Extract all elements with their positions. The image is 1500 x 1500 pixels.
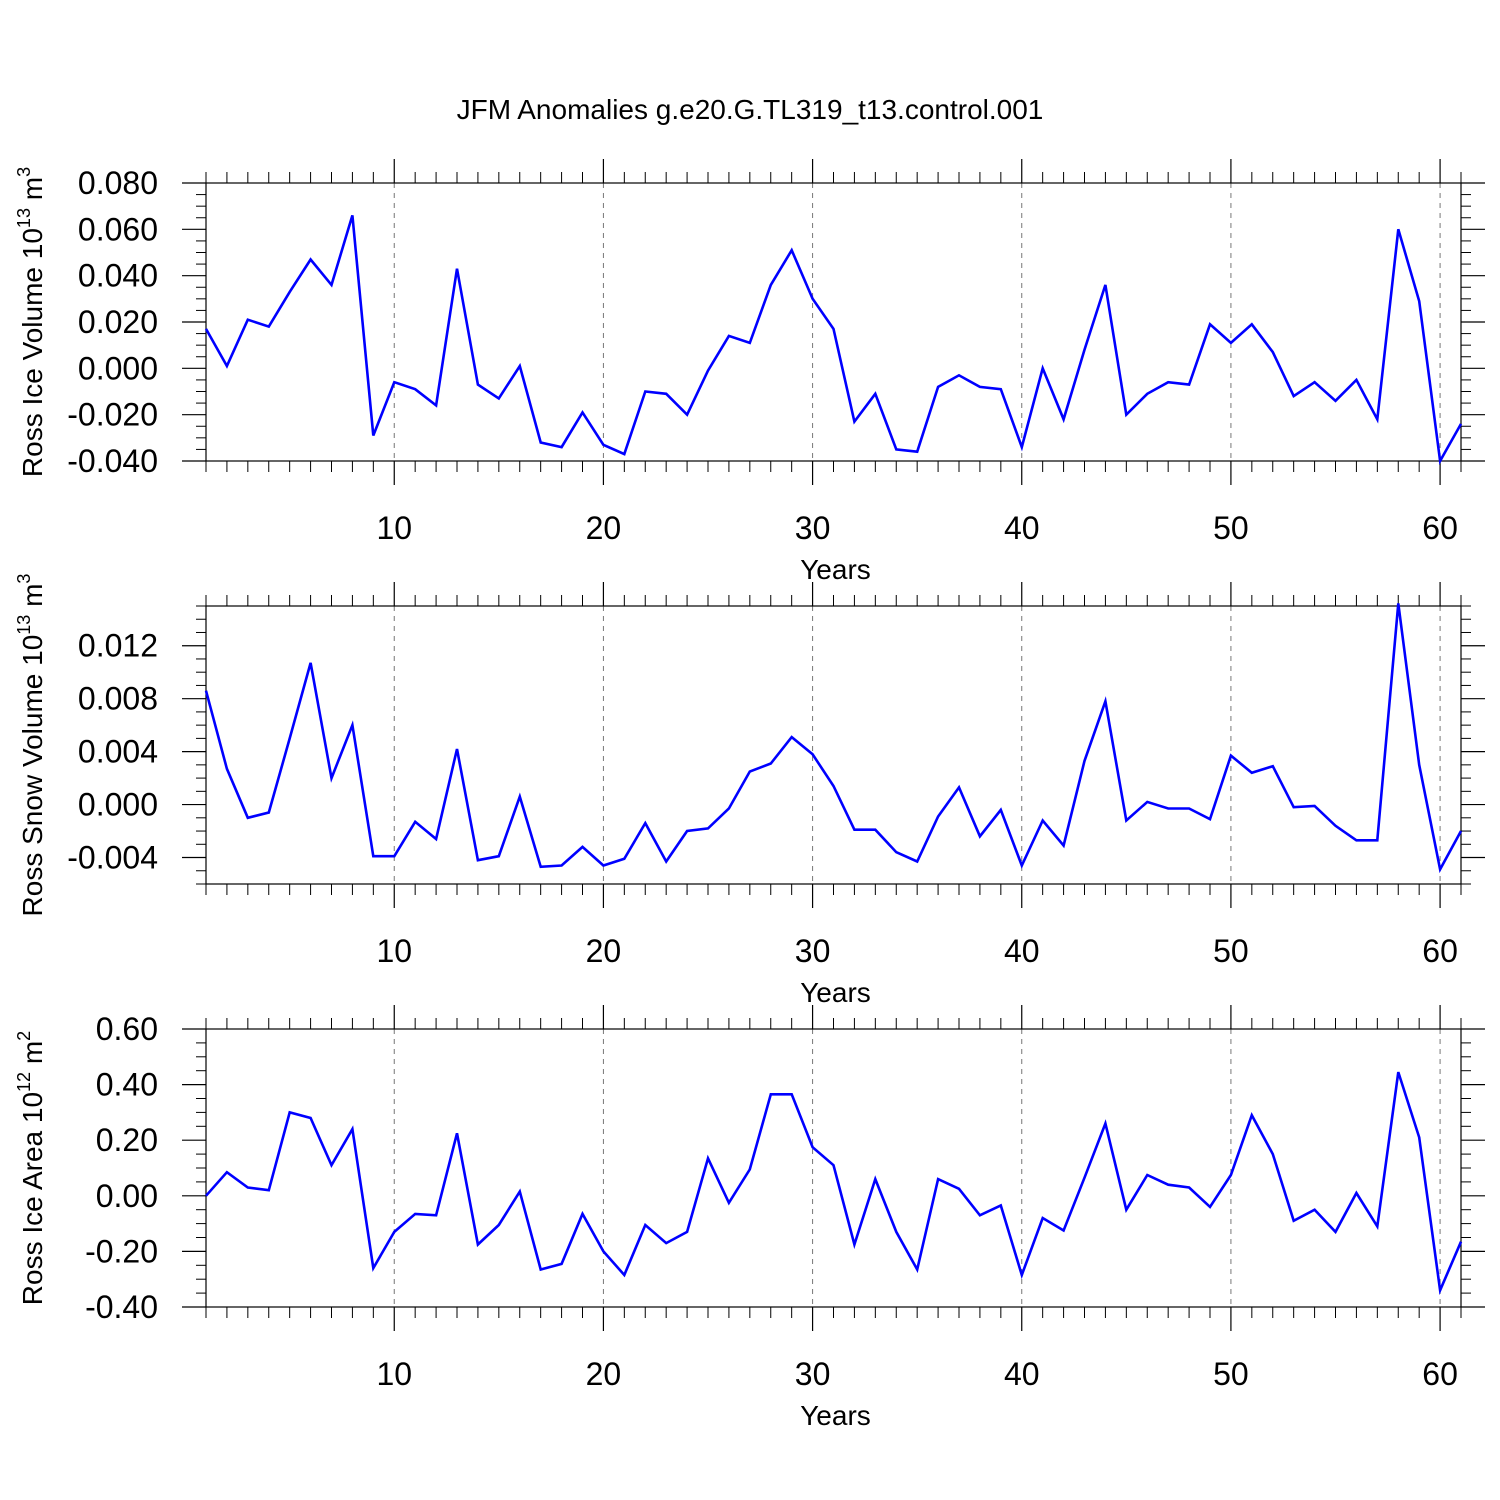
x-tick-label: 50	[1213, 510, 1249, 546]
y-axis-label-unit-exponent: 3	[14, 167, 34, 177]
x-tick-label: 10	[376, 1356, 412, 1392]
y-axis-label: Ross Snow Volume 1013 m3	[14, 574, 48, 917]
chart-panels: 10 20 30 40 50 60 -0.040 -0.020 0.000 0.020 0.040 0…	[14, 159, 1485, 1431]
x-tick-label: 50	[1213, 1356, 1249, 1392]
y-axis-label-text: Ross Ice Area 10	[17, 1092, 48, 1305]
chart-panel-2: 10 20 30 40 50 60 -0.004 0.000 0.004 0.008 0.012 Ye…	[14, 574, 1485, 1008]
x-tick-label: 50	[1213, 933, 1249, 969]
x-tick-label: 10	[376, 933, 412, 969]
y-axis-label-text: Ross Ice Volume 10	[17, 228, 48, 477]
x-tick-label: 40	[1004, 933, 1040, 969]
data-series-line	[204, 603, 1463, 874]
x-tick-label: 20	[586, 933, 622, 969]
x-axis-label: Years	[800, 977, 871, 1008]
x-tick-label: 30	[795, 510, 831, 546]
figure-title: JFM Anomalies g.e20.G.TL319_t13.control.…	[457, 94, 1044, 125]
y-axis-label-unit: m	[17, 177, 48, 208]
x-axis-label: Years	[800, 554, 871, 585]
y-axis-label-unit: m	[17, 584, 48, 615]
y-tick-label: 0.080	[78, 165, 158, 201]
x-tick-label: 60	[1422, 933, 1458, 969]
y-tick-label: 0.008	[78, 681, 158, 717]
y-tick-label: 0.060	[78, 211, 158, 247]
y-axis-label-unit-exponent: 2	[14, 1031, 34, 1041]
x-tick-label: 40	[1004, 510, 1040, 546]
y-axis-label-text: Ross Snow Volume 10	[17, 635, 48, 917]
y-tick-label: 0.40	[96, 1067, 158, 1103]
y-tick-label: 0.000	[78, 787, 158, 823]
y-tick-label: -0.020	[67, 397, 158, 433]
x-axis-label: Years	[800, 1400, 871, 1431]
y-tick-label: 0.040	[78, 258, 158, 294]
y-axis-label-exponent: 13	[14, 208, 34, 228]
y-tick-label: 0.00	[96, 1178, 158, 1214]
data-series-line	[204, 215, 1463, 466]
x-tick-label: 60	[1422, 510, 1458, 546]
y-tick-label: 0.004	[78, 734, 158, 770]
y-tick-label: -0.004	[67, 840, 158, 876]
y-axis-label: Ross Ice Area 1012 m2	[14, 1031, 48, 1305]
y-axis-label-unit-exponent: 3	[14, 574, 34, 584]
y-tick-label: 0.020	[78, 304, 158, 340]
x-tick-label: 60	[1422, 1356, 1458, 1392]
y-axis-label-exponent: 12	[14, 1072, 34, 1092]
y-tick-label: 0.20	[96, 1122, 158, 1158]
y-tick-label: 0.012	[78, 628, 158, 664]
y-tick-label: 0.60	[96, 1011, 158, 1047]
x-tick-label: 20	[586, 1356, 622, 1392]
y-tick-label: -0.040	[67, 443, 158, 479]
x-tick-label: 20	[586, 510, 622, 546]
x-tick-label: 30	[795, 933, 831, 969]
y-axis-label-unit: m	[17, 1041, 48, 1072]
x-tick-label: 10	[376, 510, 412, 546]
y-axis-label: Ross Ice Volume 1013 m3	[14, 167, 48, 477]
y-axis-label-exponent: 13	[14, 615, 34, 635]
chart-panel-3: 10 20 30 40 50 60 -0.40 -0.20 0.00 0.20 0.40 0.60 Ye…	[14, 1005, 1485, 1431]
y-tick-label: -0.20	[85, 1233, 158, 1269]
x-tick-label: 30	[795, 1356, 831, 1392]
y-tick-label: 0.000	[78, 350, 158, 386]
data-series-line	[205, 1071, 1463, 1296]
chart-panel-1: 10 20 30 40 50 60 -0.040 -0.020 0.000 0.020 0.040 0…	[14, 159, 1485, 585]
x-tick-label: 40	[1004, 1356, 1040, 1392]
y-tick-label: -0.40	[85, 1289, 158, 1325]
